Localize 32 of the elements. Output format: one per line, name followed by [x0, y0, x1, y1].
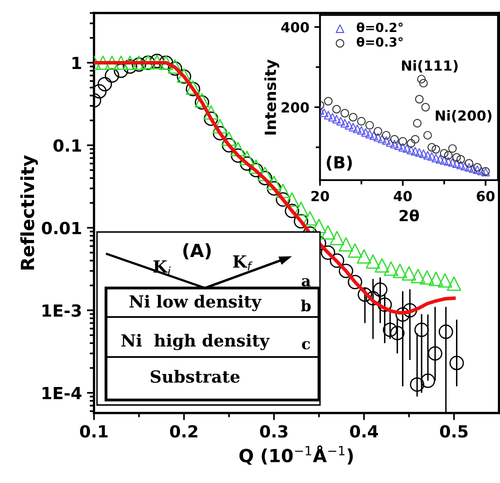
annotation: Ni(111) — [402, 60, 458, 73]
annotation: Ni(200) — [436, 110, 492, 122]
y-tick-label: 1 — [72, 56, 82, 70]
annotation: Ni low density — [130, 294, 262, 312]
y-tick-label: 200 — [282, 102, 309, 113]
annotation: b — [301, 300, 311, 312]
legend-label: θ=0.2° — [356, 22, 403, 32]
y-tick-label: 1E-3 — [42, 304, 81, 317]
annotation: Substrate — [150, 370, 240, 383]
y-tick-label: 400 — [281, 22, 309, 32]
y-tick-label: 0.1 — [53, 139, 82, 152]
x-tick-label: 0.2 — [170, 425, 198, 438]
x-axis-title: 2θ — [400, 209, 419, 222]
annotation: c — [302, 341, 310, 350]
x-tick-label: 0.5 — [440, 425, 468, 438]
y-axis-title: Reflectivity — [20, 155, 38, 270]
y-axis-title: Intensity — [264, 59, 280, 135]
x-tick-label: 40 — [394, 190, 412, 202]
x-tick-label: 0.3 — [260, 425, 288, 438]
annotation: K$_{f}$ — [233, 255, 253, 270]
annotation: (B) — [326, 156, 352, 171]
annotation: Ni high density — [121, 334, 270, 350]
y-tick-label: 1E-4 — [42, 387, 82, 400]
annotation: (A) — [183, 243, 211, 260]
x-tick-label: 0.1 — [80, 425, 108, 438]
x-axis-title: Q (10$^{−1}$Å$^{−1}$) — [239, 445, 353, 465]
x-tick-label: 20 — [311, 190, 329, 202]
annotation: a — [302, 278, 311, 286]
y-tick-label: 0.01 — [42, 222, 82, 234]
x-tick-label: 0.4 — [350, 425, 378, 438]
x-tick-label: 60 — [476, 190, 495, 202]
legend-label: θ=0.3° — [356, 36, 403, 47]
